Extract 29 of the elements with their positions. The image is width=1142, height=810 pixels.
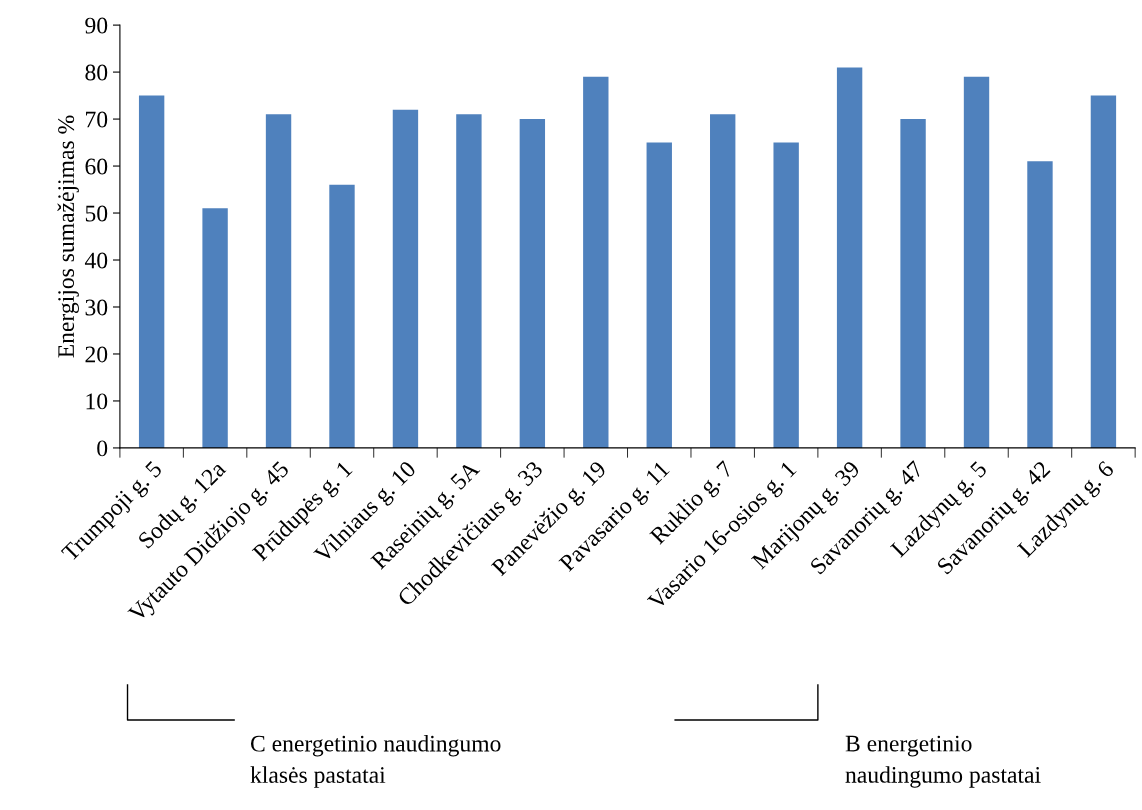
bar bbox=[519, 119, 546, 448]
bar bbox=[1027, 161, 1053, 448]
y-tick-label: 10 bbox=[86, 393, 108, 410]
bar bbox=[265, 114, 292, 448]
bar bbox=[900, 119, 926, 448]
bar bbox=[138, 95, 165, 448]
y-tick-label: 30 bbox=[85, 299, 108, 316]
y-tick-label: 80 bbox=[85, 64, 108, 81]
text: C energetinio naudingumo klasės pastatai bbox=[250, 735, 501, 788]
bar bbox=[456, 114, 482, 448]
y-tick-label: 50 bbox=[85, 205, 108, 222]
bar bbox=[963, 76, 990, 448]
bar bbox=[773, 142, 799, 448]
y-tick-label: 40 bbox=[84, 252, 108, 269]
bar bbox=[836, 67, 863, 448]
y-tick-label: 0 bbox=[97, 440, 108, 457]
text: B energetinio naudingumo pastatai bbox=[845, 735, 1041, 788]
bar bbox=[392, 109, 419, 448]
y-tick-label: 60 bbox=[85, 158, 108, 175]
bar bbox=[646, 142, 672, 448]
y-tick-label: 70 bbox=[86, 111, 108, 128]
bar bbox=[1090, 95, 1117, 448]
y-tick-label: 20 bbox=[85, 346, 108, 363]
y-tick-label: 90 bbox=[85, 17, 108, 34]
bar bbox=[710, 114, 736, 448]
bar bbox=[329, 184, 355, 448]
y-axis-title: Energijos sumažėjimas % bbox=[57, 115, 79, 358]
bar bbox=[202, 208, 228, 448]
bar bbox=[583, 76, 609, 448]
